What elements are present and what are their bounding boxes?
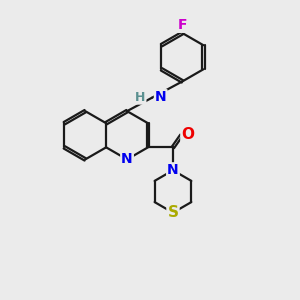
Text: N: N bbox=[167, 163, 179, 177]
Text: H: H bbox=[135, 91, 146, 104]
Text: N: N bbox=[121, 152, 133, 167]
Text: S: S bbox=[167, 205, 178, 220]
Text: O: O bbox=[182, 127, 194, 142]
Text: N: N bbox=[155, 90, 167, 104]
Text: F: F bbox=[178, 18, 188, 32]
